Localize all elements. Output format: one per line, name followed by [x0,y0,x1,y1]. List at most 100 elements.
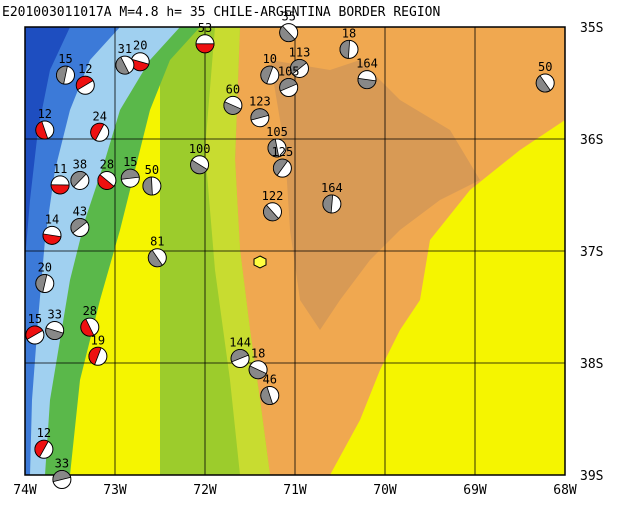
beachball [115,55,135,75]
beachball-quadrant [88,346,102,366]
lon-tick-label: 73W [103,483,127,498]
depth-label: 105 [266,125,288,139]
depth-label: 43 [73,204,87,218]
depth-label: 50 [145,163,159,177]
depth-label: 15 [28,312,42,326]
beachball [339,39,359,59]
depth-label: 18 [251,347,265,361]
beachball [357,70,377,90]
beachball-quadrant [80,318,95,337]
beachball [279,77,299,97]
depth-label: 53 [198,21,212,35]
depth-label: 144 [229,336,251,350]
beachball-quadrant [339,40,351,59]
beachball-quadrant [97,174,115,190]
lon-tick-label: 68W [553,483,577,498]
beachball [190,155,210,175]
lat-tick-label: 37S [580,245,603,260]
beachball-quadrant [260,386,274,405]
beachball [272,158,292,178]
depth-label: 15 [58,52,72,66]
depth-label: 31 [118,42,132,56]
beachball-quadrant [147,249,163,268]
beachball [142,176,162,196]
beachball-quadrant [322,194,334,214]
beachball-quadrant [263,204,280,222]
beachball-quadrant [75,75,94,91]
beachball [52,469,72,489]
depth-label: 11 [53,162,67,176]
beachball-quadrant [230,349,249,363]
beachball [50,175,70,195]
beachball-quadrant [273,158,289,176]
depth-label: 122 [262,189,284,203]
lon-tick-label: 69W [463,483,487,498]
beachball-quadrant [50,184,70,195]
beachball-quadrant [250,108,270,121]
beachball-quadrant [195,43,215,54]
lat-tick-label: 38S [580,357,603,372]
beachball-quadrant [535,75,551,93]
beachball [45,321,65,341]
depth-label: 33 [47,308,61,322]
depth-label: 60 [226,82,240,96]
beachball [75,75,95,95]
beachball [263,202,282,222]
depth-label: 10 [263,52,277,66]
beachball [267,138,287,158]
beachball-quadrant [279,78,298,92]
depth-label: 19 [91,333,105,347]
depth-label: 105 [278,64,300,78]
beachball [230,349,250,369]
beachball-quadrant [52,470,72,483]
beachball [97,170,117,190]
lon-tick-label: 74W [13,483,37,498]
beachball-quadrant [142,176,153,196]
depth-label: 12 [78,62,92,76]
beachball-quadrant [223,101,242,115]
depth-label: 125 [272,145,294,159]
beachball-quadrant [279,25,296,42]
beachball-quadrant [90,122,105,141]
beachball-quadrant [290,59,308,75]
beachball-quadrant [70,171,87,188]
depth-label: 164 [356,57,378,71]
beachball-quadrant [35,274,48,293]
beachball [90,122,110,142]
depth-label: 35 [281,10,295,24]
depth-label: 18 [342,26,356,40]
beachball [42,225,62,245]
depth-label: 28 [100,157,114,171]
depth-label: 81 [150,235,164,249]
beachball [279,23,299,43]
beachball [223,95,243,115]
beachball [35,273,55,293]
depth-label: 20 [133,39,147,53]
beachball-quadrant [35,121,49,140]
depth-label: 46 [263,372,277,386]
beachball [120,168,140,188]
beachball [70,217,90,237]
beachball [322,194,342,214]
depth-label: 28 [83,304,97,318]
beachball-quadrant [260,65,274,85]
depth-label: 164 [321,181,343,195]
beachball [248,360,268,380]
beachball [25,325,45,345]
beachball-quadrant [267,138,280,158]
depth-label: 14 [45,212,59,226]
depth-label: 12 [37,426,51,440]
lat-tick-label: 39S [580,469,603,484]
depth-label: 20 [38,260,52,274]
depth-label: 12 [38,107,52,121]
depth-label: 100 [189,142,211,156]
beachball-quadrant [190,159,208,175]
beachball [35,120,55,140]
beachball-quadrant [45,327,64,340]
beachball [70,170,90,190]
beachball-quadrant [42,233,62,245]
depth-label: 113 [289,45,311,59]
beachball [250,108,270,128]
beachball-quadrant [56,65,68,85]
